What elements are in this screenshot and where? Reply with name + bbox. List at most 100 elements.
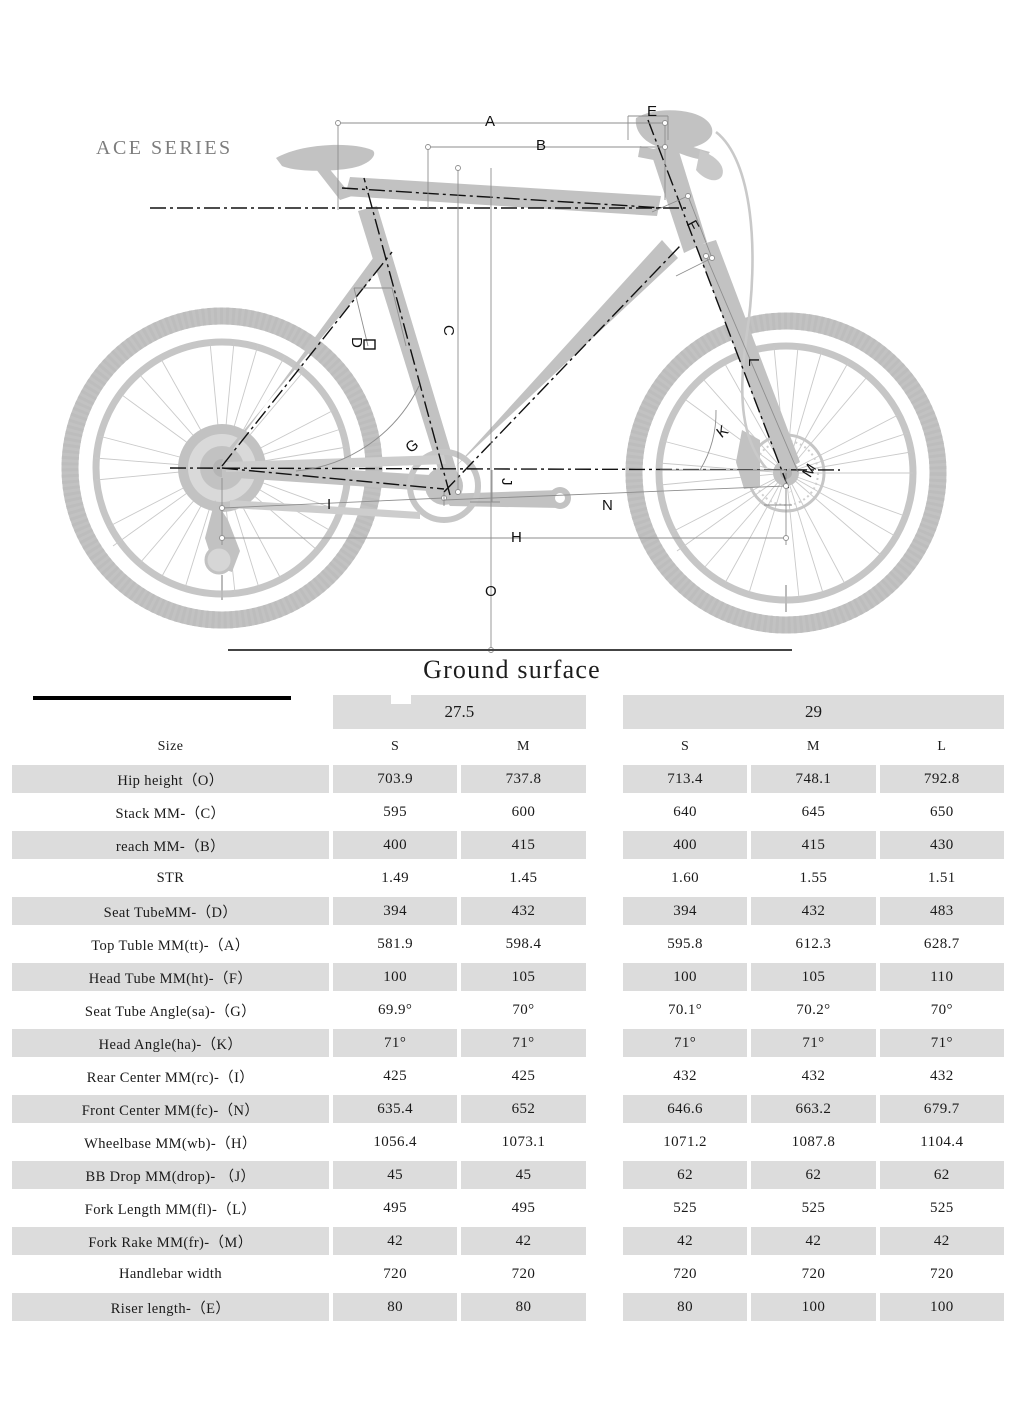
- table-row: Stack MM-（C） 595 600 640 645 650: [12, 798, 1004, 826]
- row-value: 80: [622, 1293, 748, 1321]
- table-row: Wheelbase MM(wb)-（H） 1056.4 1073.1 1071.…: [12, 1128, 1004, 1156]
- size-29-m: M: [751, 734, 876, 760]
- dimension-lines: [219, 115, 799, 653]
- row-value: 430: [879, 831, 1004, 859]
- row-value: 425: [461, 1062, 586, 1090]
- size-29-l: L: [879, 734, 1004, 760]
- row-value: 612.3: [751, 930, 876, 958]
- dim-label-L: L: [745, 358, 762, 367]
- row-value: 42: [751, 1227, 876, 1255]
- dim-label-I: I: [327, 496, 332, 513]
- row-value: 1104.4: [879, 1128, 1004, 1156]
- row-value: 105: [751, 963, 876, 991]
- table-top-rule: [33, 696, 291, 700]
- row-gap: [590, 963, 619, 991]
- size-row-gap: [590, 734, 619, 760]
- table-row: Head Tube MM(ht)-（F） 100 105 100 105 110: [12, 963, 1004, 991]
- row-value: 432: [751, 897, 876, 925]
- row-value: 432: [461, 897, 586, 925]
- row-value: 720: [879, 1260, 1004, 1288]
- row-value: 581.9: [332, 930, 458, 958]
- row-label: Wheelbase MM(wb)-（H）: [12, 1128, 329, 1156]
- dim-label-J: J: [498, 478, 515, 486]
- dim-label-C: C: [440, 325, 457, 336]
- row-gap: [590, 1260, 619, 1288]
- row-value: 792.8: [879, 765, 1004, 793]
- row-value: 100: [879, 1293, 1004, 1321]
- row-value: 646.6: [622, 1095, 748, 1123]
- dim-label-H: H: [511, 529, 522, 546]
- table-group-header-row: 27.5 29: [12, 694, 1004, 729]
- dim-label-A: A: [485, 113, 496, 130]
- row-value: 737.8: [461, 765, 586, 793]
- row-value: 598.4: [461, 930, 586, 958]
- row-gap: [590, 1227, 619, 1255]
- row-gap: [590, 897, 619, 925]
- row-value: 1.60: [622, 864, 748, 892]
- row-value: 105: [461, 963, 586, 991]
- table-row: STR 1.49 1.45 1.60 1.55 1.51: [12, 864, 1004, 892]
- row-value: 70.1°: [622, 996, 748, 1024]
- row-gap: [590, 996, 619, 1024]
- group-header-27-5: 27.5: [332, 694, 586, 729]
- row-label: Fork Rake MM(fr)-（M）: [12, 1227, 329, 1255]
- row-label: Seat TubeMM-（D）: [12, 897, 329, 925]
- row-value: 42: [332, 1227, 458, 1255]
- row-gap: [590, 1128, 619, 1156]
- row-value: 1071.2: [622, 1128, 748, 1156]
- row-gap: [590, 831, 619, 859]
- row-gap: [590, 930, 619, 958]
- row-label: Hip height（O）: [12, 765, 329, 793]
- row-label: reach MM-（B）: [12, 831, 329, 859]
- table-size-header-row: Size S M S M L: [12, 734, 1004, 760]
- row-value: 679.7: [879, 1095, 1004, 1123]
- row-label: Head Tube MM(ht)-（F）: [12, 963, 329, 991]
- row-gap: [590, 864, 619, 892]
- row-value: 1056.4: [332, 1128, 458, 1156]
- geometry-table-section: 27.5 29 Size S M S M L Hip height（O） 703…: [0, 690, 1024, 1326]
- group-header-gap: [590, 695, 619, 729]
- row-value: 70°: [879, 996, 1004, 1024]
- row-value: 415: [461, 831, 586, 859]
- row-value: 80: [461, 1293, 586, 1321]
- row-value: 62: [622, 1161, 748, 1189]
- row-value: 100: [751, 1293, 876, 1321]
- row-value: 748.1: [751, 765, 876, 793]
- row-value: 394: [332, 897, 458, 925]
- table-row: Hip height（O） 703.9 737.8 713.4 748.1 79…: [12, 765, 1004, 793]
- row-label: Front Center MM(fc)-（N）: [12, 1095, 329, 1123]
- row-value: 628.7: [879, 930, 1004, 958]
- row-value: 42: [879, 1227, 1004, 1255]
- row-value: 720: [751, 1260, 876, 1288]
- table-row: Rear Center MM(rc)-（I） 425 425 432 432 4…: [12, 1062, 1004, 1090]
- row-value: 595: [332, 798, 458, 826]
- dim-label-O: O: [485, 583, 497, 600]
- row-value: 713.4: [622, 765, 748, 793]
- row-value: 71°: [332, 1029, 458, 1057]
- size-27-5-m: M: [461, 734, 586, 760]
- size-27-5-s: S: [332, 734, 458, 760]
- ground-surface-label: Ground surface: [423, 655, 601, 684]
- row-gap: [590, 1293, 619, 1321]
- table-row: Riser length-（E） 80 80 80 100 100: [12, 1293, 1004, 1321]
- row-label: Fork Length MM(fl)-（L）: [12, 1194, 329, 1222]
- row-value: 635.4: [332, 1095, 458, 1123]
- row-value: 45: [332, 1161, 458, 1189]
- row-value: 42: [622, 1227, 748, 1255]
- row-value: 71°: [461, 1029, 586, 1057]
- row-value: 1.45: [461, 864, 586, 892]
- row-value: 71°: [622, 1029, 748, 1057]
- group-header-29: 29: [622, 695, 1004, 729]
- row-label: Riser length-（E）: [12, 1293, 329, 1321]
- row-value: 495: [461, 1194, 586, 1222]
- row-value: 394: [622, 897, 748, 925]
- row-value: 525: [622, 1194, 748, 1222]
- row-gap: [590, 798, 619, 826]
- row-value: 1087.8: [751, 1128, 876, 1156]
- table-row: Handlebar width 720 720 720 720 720: [12, 1260, 1004, 1288]
- row-value: 663.2: [751, 1095, 876, 1123]
- row-label: Stack MM-（C）: [12, 798, 329, 826]
- row-label: Top Tuble MM(tt)-（A）: [12, 930, 329, 958]
- table-row: Seat TubeMM-（D） 394 432 394 432 483: [12, 897, 1004, 925]
- row-value: 110: [879, 963, 1004, 991]
